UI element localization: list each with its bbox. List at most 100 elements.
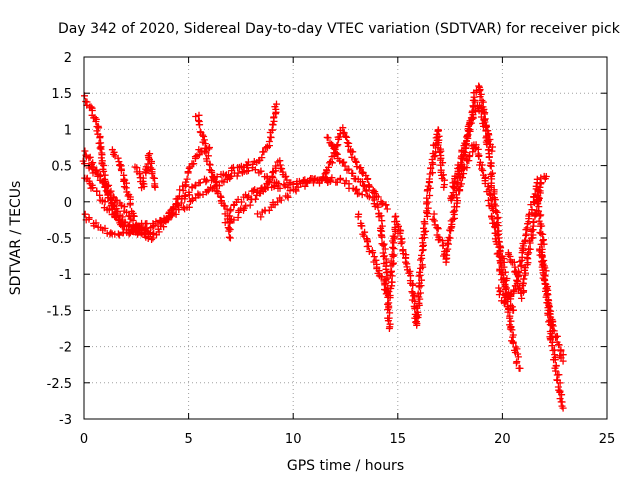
data-point	[294, 183, 302, 191]
data-point	[408, 296, 416, 304]
data-point	[387, 257, 395, 265]
data-point	[535, 207, 542, 215]
data-point	[525, 245, 533, 253]
data-point	[413, 320, 421, 327]
data-point	[476, 93, 484, 101]
data-point	[469, 113, 477, 121]
data-point	[557, 346, 565, 354]
data-point	[258, 154, 266, 162]
data-point	[310, 175, 318, 183]
data-point	[257, 189, 264, 197]
data-point	[537, 230, 545, 238]
data-point	[101, 183, 109, 191]
data-point	[433, 133, 441, 141]
data-point	[267, 134, 275, 141]
data-point	[550, 327, 558, 335]
x-tick-label: 20	[494, 432, 511, 447]
data-point	[257, 167, 265, 175]
data-point	[330, 144, 338, 152]
data-point	[555, 371, 563, 379]
data-point	[395, 222, 402, 230]
data-point	[378, 200, 386, 208]
data-point	[542, 173, 550, 180]
data-point	[559, 357, 567, 365]
data-point	[491, 196, 499, 204]
data-point	[541, 280, 549, 287]
data-point	[476, 87, 484, 95]
data-point	[364, 175, 372, 183]
data-point	[126, 221, 134, 229]
data-point	[277, 164, 285, 172]
data-point	[389, 260, 397, 268]
data-point	[238, 198, 245, 206]
data-point	[489, 169, 496, 177]
data-point	[93, 127, 101, 135]
data-point	[363, 235, 371, 243]
data-point	[99, 178, 107, 185]
data-point	[449, 215, 457, 223]
data-point	[388, 251, 396, 258]
data-point	[478, 107, 486, 115]
data-point	[377, 273, 385, 281]
data-point	[509, 338, 517, 346]
data-point	[100, 162, 108, 169]
data-point	[523, 254, 531, 262]
data-point	[382, 201, 390, 209]
data-point	[455, 187, 463, 194]
data-point	[486, 161, 494, 169]
data-point	[105, 206, 113, 214]
data-point	[148, 170, 156, 178]
data-point	[328, 174, 336, 182]
data-point	[140, 231, 148, 239]
data-point	[378, 233, 386, 241]
y-tick-label: 0	[64, 196, 72, 211]
data-point	[374, 193, 382, 201]
data-point	[225, 227, 233, 235]
data-point	[559, 404, 567, 412]
data-point	[301, 182, 309, 190]
data-point	[352, 157, 360, 165]
data-point	[340, 129, 348, 137]
data-point	[183, 175, 191, 183]
data-point	[506, 314, 514, 322]
data-point	[446, 234, 454, 242]
data-point	[513, 358, 521, 366]
data-point	[415, 299, 423, 307]
data-point	[142, 230, 149, 238]
data-point	[530, 218, 538, 226]
data-point	[485, 153, 493, 161]
data-point	[493, 215, 501, 223]
data-point	[280, 181, 288, 188]
data-point	[135, 170, 143, 178]
data-point	[130, 226, 138, 234]
y-tick-label: -1	[59, 268, 72, 283]
data-point	[465, 153, 473, 160]
y-tick-label: -0.5	[47, 232, 72, 247]
data-point	[528, 206, 536, 214]
data-point	[208, 168, 216, 176]
data-point	[379, 241, 387, 249]
data-point	[417, 256, 424, 264]
data-point	[118, 201, 126, 209]
data-point	[383, 259, 391, 266]
y-tick-label: 1	[64, 123, 72, 138]
data-point	[447, 224, 455, 232]
data-point	[503, 275, 511, 282]
data-point	[89, 184, 97, 192]
data-point	[282, 172, 290, 180]
data-point	[510, 258, 518, 266]
data-point	[515, 271, 522, 279]
data-point	[466, 119, 474, 127]
data-point	[325, 163, 332, 171]
data-point	[537, 240, 545, 248]
data-point	[135, 225, 143, 233]
data-point	[509, 306, 517, 314]
data-point	[386, 292, 394, 299]
y-tick-label: -1.5	[47, 304, 72, 319]
data-point	[493, 209, 501, 216]
data-point	[93, 166, 101, 174]
data-point	[326, 178, 334, 185]
data-point	[354, 213, 362, 221]
data-point	[191, 153, 199, 161]
data-point	[478, 97, 486, 104]
